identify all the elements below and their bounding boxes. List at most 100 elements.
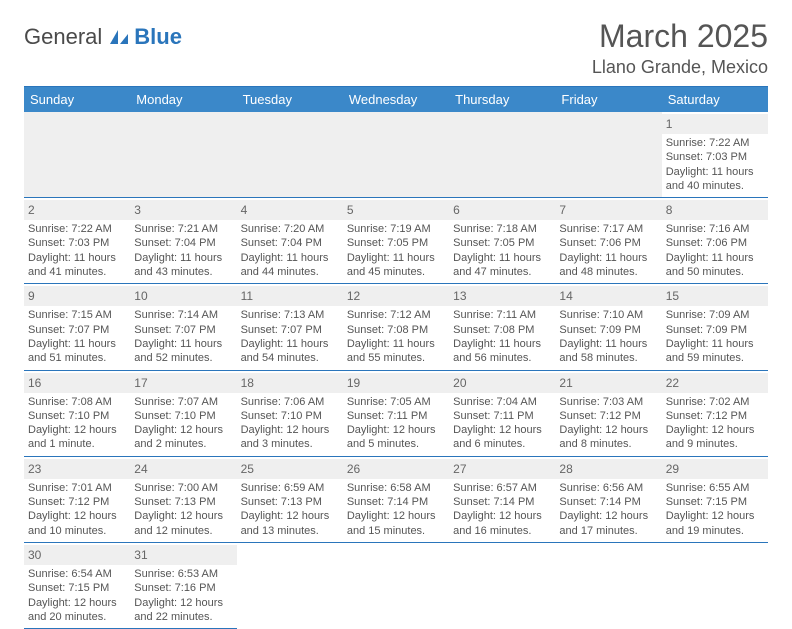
sunset-text: Sunset: 7:06 PM: [666, 236, 764, 250]
day-number: 17: [134, 376, 147, 390]
daylight-text: Daylight: 11 hours and 59 minutes.: [666, 337, 764, 366]
day-info: Sunrise: 7:17 AMSunset: 7:06 PMDaylight:…: [559, 222, 657, 279]
day-number: 23: [28, 462, 41, 476]
day-info: Sunrise: 7:10 AMSunset: 7:09 PMDaylight:…: [559, 308, 657, 365]
day-info: Sunrise: 6:53 AMSunset: 7:16 PMDaylight:…: [134, 567, 232, 624]
day-info: Sunrise: 7:07 AMSunset: 7:10 PMDaylight:…: [134, 395, 232, 452]
daylight-text: Daylight: 11 hours and 58 minutes.: [559, 337, 657, 366]
day-info: Sunrise: 6:55 AMSunset: 7:15 PMDaylight:…: [666, 481, 764, 538]
day-number-row: 12: [343, 286, 449, 306]
calendar-cell: 10Sunrise: 7:14 AMSunset: 7:07 PMDayligh…: [130, 284, 236, 370]
calendar-cell: 27 Sunrise: 6:57 AMSunset: 7:14 PMDayligh…: [449, 457, 555, 543]
day-number: 9: [28, 289, 35, 303]
logo: General Blue: [24, 24, 182, 50]
sunrise-text: Sunrise: 7:20 AM: [241, 222, 339, 236]
day-info: Sunrise: 7:05 AMSunset: 7:11 PMDaylight:…: [347, 395, 445, 452]
calendar-cell: 20Sunrise: 7:04 AMSunset: 7:11 PMDayligh…: [449, 371, 555, 457]
sunset-text: Sunset: 7:06 PM: [559, 236, 657, 250]
day-number-row: 25: [237, 459, 343, 479]
sunset-text: Sunset: 7:14 PM: [347, 495, 445, 509]
sunrise-text: Sunrise: 7:12 AM: [347, 308, 445, 322]
sunset-text: Sunset: 7:03 PM: [28, 236, 126, 250]
daylight-text: Daylight: 11 hours and 41 minutes.: [28, 251, 126, 280]
sunset-text: Sunset: 7:07 PM: [134, 323, 232, 337]
day-info: Sunrise: 7:08 AMSunset: 7:10 PMDaylight:…: [28, 395, 126, 452]
sunset-text: Sunset: 7:12 PM: [559, 409, 657, 423]
day-number-row: 28: [555, 459, 661, 479]
sunrise-text: Sunrise: 7:19 AM: [347, 222, 445, 236]
day-info: Sunrise: 7:02 AMSunset: 7:12 PMDaylight:…: [666, 395, 764, 452]
calendar-cell: [237, 543, 343, 629]
calendar-cell: [555, 112, 661, 198]
sunset-text: Sunset: 7:05 PM: [347, 236, 445, 250]
sunrise-text: Sunrise: 6:57 AM: [453, 481, 551, 495]
sunset-text: Sunset: 7:05 PM: [453, 236, 551, 250]
daylight-text: Daylight: 12 hours and 2 minutes.: [134, 423, 232, 452]
day-number-row: 19: [343, 373, 449, 393]
day-number-row: 14: [555, 286, 661, 306]
sunrise-text: Sunrise: 7:18 AM: [453, 222, 551, 236]
day-info: Sunrise: 7:22 AMSunset: 7:03 PMDaylight:…: [28, 222, 126, 279]
calendar-cell: 29 Sunrise: 6:55 AMSunset: 7:15 PMDayligh…: [662, 457, 768, 543]
day-number: 29: [666, 462, 679, 476]
day-info: Sunrise: 7:14 AMSunset: 7:07 PMDaylight:…: [134, 308, 232, 365]
day-number: 25: [241, 462, 254, 476]
day-info: Sunrise: 7:16 AMSunset: 7:06 PMDaylight:…: [666, 222, 764, 279]
sunrise-text: Sunrise: 6:53 AM: [134, 567, 232, 581]
calendar-cell: 8Sunrise: 7:16 AMSunset: 7:06 PMDaylight…: [662, 198, 768, 284]
day-number-row: 3: [130, 200, 236, 220]
sunset-text: Sunset: 7:15 PM: [28, 581, 126, 595]
daylight-text: Daylight: 11 hours and 52 minutes.: [134, 337, 232, 366]
day-info: Sunrise: 6:57 AMSunset: 7:14 PMDaylight:…: [453, 481, 551, 538]
calendar-cell: 30Sunrise: 6:54 AMSunset: 7:15 PMDayligh…: [24, 543, 130, 629]
sunrise-text: Sunrise: 7:16 AM: [666, 222, 764, 236]
sunset-text: Sunset: 7:07 PM: [28, 323, 126, 337]
sunset-text: Sunset: 7:11 PM: [347, 409, 445, 423]
day-number: 18: [241, 376, 254, 390]
day-info: Sunrise: 7:22 AMSunset: 7:03 PMDaylight:…: [666, 136, 764, 193]
calendar-cell: [662, 543, 768, 629]
day-info: Sunrise: 7:15 AMSunset: 7:07 PMDaylight:…: [28, 308, 126, 365]
day-number: 1: [666, 117, 673, 131]
page-title: March 2025: [592, 18, 768, 55]
day-number: 28: [559, 462, 572, 476]
daylight-text: Daylight: 12 hours and 19 minutes.: [666, 509, 764, 538]
logo-text-b: Blue: [134, 24, 182, 50]
calendar-cell: 14Sunrise: 7:10 AMSunset: 7:09 PMDayligh…: [555, 284, 661, 370]
sunrise-text: Sunrise: 7:22 AM: [28, 222, 126, 236]
calendar-cell: 22Sunrise: 7:02 AMSunset: 7:12 PMDayligh…: [662, 371, 768, 457]
sunrise-text: Sunrise: 6:58 AM: [347, 481, 445, 495]
daylight-text: Daylight: 11 hours and 45 minutes.: [347, 251, 445, 280]
day-number: 2: [28, 203, 35, 217]
calendar-cell: 24Sunrise: 7:00 AMSunset: 7:13 PMDayligh…: [130, 457, 236, 543]
day-number-row: 22: [662, 373, 768, 393]
sunset-text: Sunset: 7:11 PM: [453, 409, 551, 423]
sunset-text: Sunset: 7:08 PM: [453, 323, 551, 337]
sunrise-text: Sunrise: 7:17 AM: [559, 222, 657, 236]
sunrise-text: Sunrise: 7:02 AM: [666, 395, 764, 409]
calendar-cell: 17 Sunrise: 7:07 AMSunset: 7:10 PMDayligh…: [130, 371, 236, 457]
day-header: Thursday: [449, 87, 555, 112]
day-number: 31: [134, 548, 147, 562]
day-number: 5: [347, 203, 354, 217]
day-number-row: 24: [130, 459, 236, 479]
day-number: 11: [241, 289, 253, 303]
day-number: 7: [559, 203, 566, 217]
day-header: Monday: [130, 87, 236, 112]
day-header: Friday: [555, 87, 661, 112]
sunset-text: Sunset: 7:12 PM: [666, 409, 764, 423]
daylight-text: Daylight: 11 hours and 40 minutes.: [666, 165, 764, 194]
logo-sail-icon: [108, 28, 132, 46]
day-number-row: 13: [449, 286, 555, 306]
day-header: Wednesday: [343, 87, 449, 112]
day-info: Sunrise: 6:59 AMSunset: 7:13 PMDaylight:…: [241, 481, 339, 538]
day-number: 27: [453, 462, 466, 476]
sunrise-text: Sunrise: 6:56 AM: [559, 481, 657, 495]
calendar-cell: 18Sunrise: 7:06 AMSunset: 7:10 PMDayligh…: [237, 371, 343, 457]
calendar-cell: 28Sunrise: 6:56 AMSunset: 7:14 PMDayligh…: [555, 457, 661, 543]
calendar-grid: SundayMondayTuesdayWednesdayThursdayFrid…: [24, 86, 768, 629]
day-number-row: 15: [662, 286, 768, 306]
title-block: March 2025 Llano Grande, Mexico: [592, 18, 768, 78]
day-number: 16: [28, 376, 41, 390]
sunset-text: Sunset: 7:14 PM: [453, 495, 551, 509]
